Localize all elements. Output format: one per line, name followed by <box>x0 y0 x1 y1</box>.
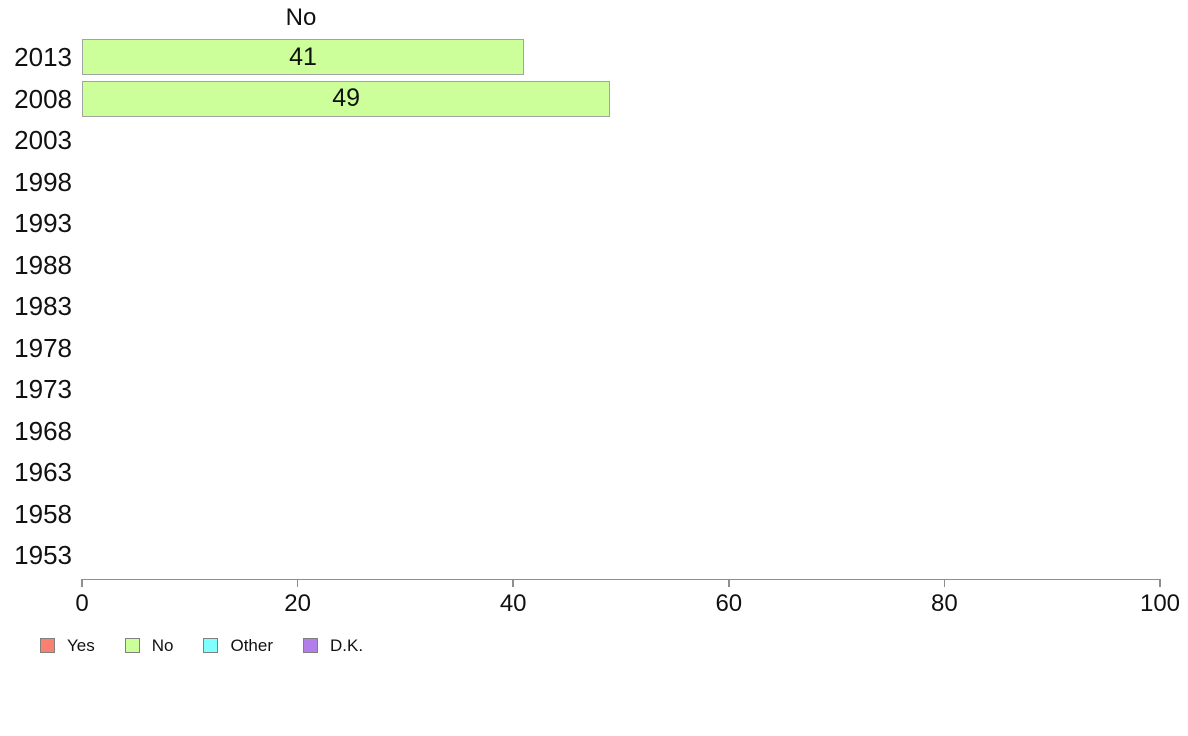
legend-label: Yes <box>67 636 95 655</box>
bar-2013: 41 <box>82 39 524 75</box>
x-axis-tick-label: 80 <box>931 590 958 617</box>
y-category-label: 1988 <box>14 249 72 280</box>
legend-item-dk: D.K. <box>303 636 363 655</box>
legend-label: No <box>151 636 174 655</box>
y-category-label: 2013 <box>14 42 72 72</box>
legend-item-no: No <box>124 636 174 655</box>
bar-2008: 49 <box>82 80 611 117</box>
x-axis-tick-label: 40 <box>499 590 527 617</box>
x-axis-tick <box>943 579 946 587</box>
y-category-label: 1963 <box>14 457 72 487</box>
x-axis-tick <box>728 579 730 587</box>
x-axis-tick-label: 20 <box>284 590 311 617</box>
bar-value-label: 49 <box>332 84 361 112</box>
x-axis-tick-label: 100 <box>1139 590 1181 617</box>
x-axis-tick <box>81 579 83 587</box>
legend-swatch-icon <box>203 638 219 653</box>
legend-swatch-icon <box>124 638 140 653</box>
legend-label: D.K. <box>330 636 364 655</box>
legend-swatch-icon <box>40 638 55 653</box>
y-category-label: 2003 <box>14 125 72 155</box>
y-category-label: 2008 <box>14 83 72 114</box>
chart-title: No <box>285 4 317 31</box>
x-axis-tick-label: 60 <box>715 590 743 617</box>
legend-label: Other <box>230 636 273 655</box>
x-axis-line <box>82 579 1160 580</box>
legend: Yes No Other D.K. <box>40 636 393 655</box>
y-category-label: 1993 <box>14 208 72 238</box>
x-axis-tick <box>512 579 514 587</box>
y-category-label: 1958 <box>14 498 72 529</box>
y-category-label: 1978 <box>14 332 72 363</box>
y-category-label: 1968 <box>14 415 72 446</box>
x-axis-tick <box>296 579 299 587</box>
x-axis-tick-label: 0 <box>75 590 89 617</box>
y-category-label: 1973 <box>14 374 72 404</box>
legend-item-other: Other <box>203 636 273 655</box>
legend-item-yes: Yes <box>40 636 95 655</box>
y-category-label: 1953 <box>14 540 72 570</box>
x-axis-tick <box>1159 579 1161 587</box>
bar-value-label: 41 <box>289 42 317 71</box>
y-category-label: 1998 <box>14 166 72 197</box>
legend-swatch-icon <box>303 638 318 653</box>
y-category-label: 1983 <box>14 291 72 321</box>
